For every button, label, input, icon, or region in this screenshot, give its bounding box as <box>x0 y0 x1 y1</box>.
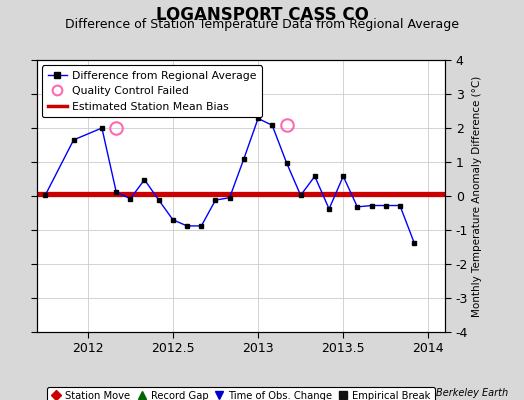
Legend: Station Move, Record Gap, Time of Obs. Change, Empirical Break: Station Move, Record Gap, Time of Obs. C… <box>47 386 435 400</box>
Text: Berkeley Earth: Berkeley Earth <box>436 388 508 398</box>
Y-axis label: Monthly Temperature Anomaly Difference (°C): Monthly Temperature Anomaly Difference (… <box>472 75 483 317</box>
Text: Difference of Station Temperature Data from Regional Average: Difference of Station Temperature Data f… <box>65 18 459 31</box>
Text: LOGANSPORT CASS CO: LOGANSPORT CASS CO <box>156 6 368 24</box>
